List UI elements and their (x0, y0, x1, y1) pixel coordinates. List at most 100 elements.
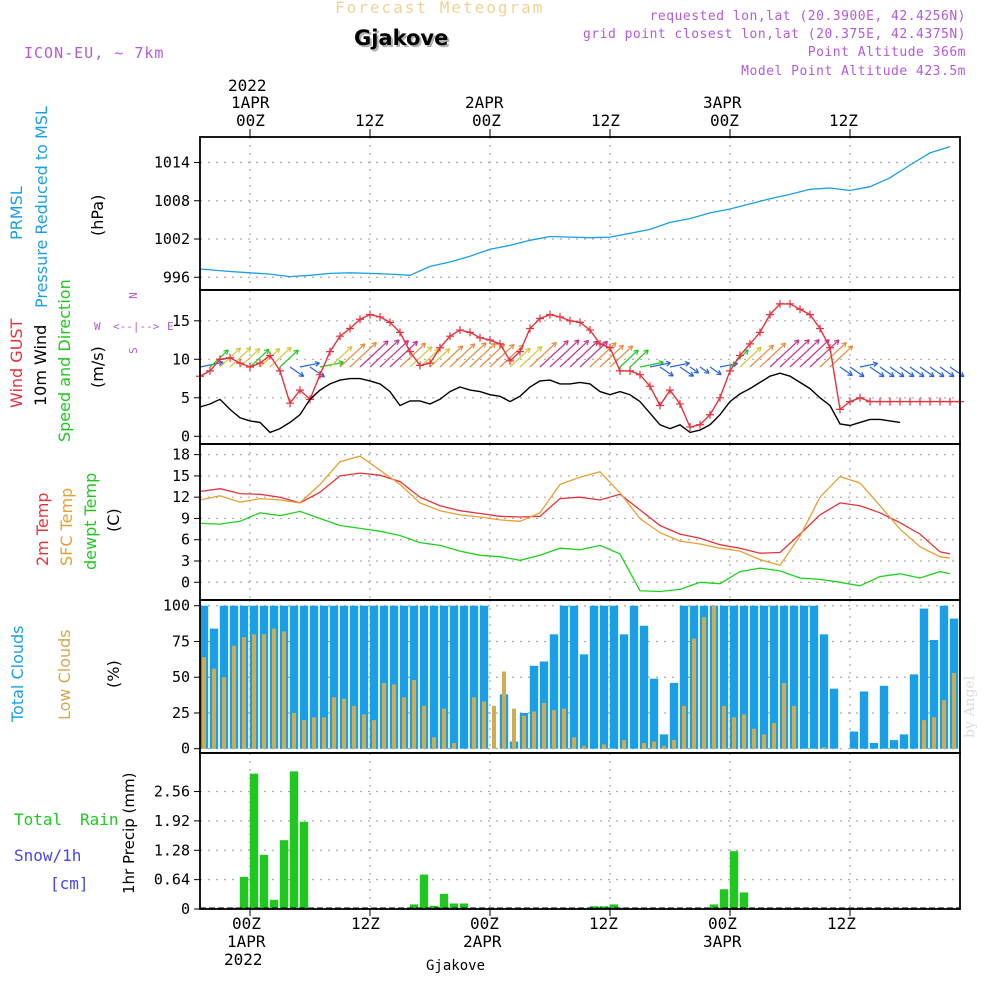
wind-arrow-head (704, 368, 710, 374)
low-cloud-bar (322, 717, 326, 749)
gust-point (626, 366, 634, 375)
wind-arrow-head (346, 345, 353, 352)
total-cloud-bar (399, 605, 409, 749)
total-cloud-bar (769, 605, 779, 749)
wind-direction-arrow (789, 339, 820, 368)
wind-direction-arrow (389, 340, 418, 368)
wind-arrow-head (716, 369, 722, 376)
wind-arrow-head (665, 360, 671, 367)
top-tick-0: 00Z (236, 111, 265, 130)
low-cloud-bar (762, 734, 766, 749)
total-cloud-bar (719, 605, 729, 749)
low-cloud-bar (522, 715, 526, 749)
rain-bar (589, 906, 599, 909)
compass-e: E (167, 320, 174, 333)
ytick-label: 9 (181, 509, 190, 527)
panel-frame (199, 443, 961, 601)
total-cloud-bar (929, 640, 939, 749)
low-cloud-bar (502, 671, 506, 749)
total-cloud-bar (749, 605, 759, 749)
wind-arrow-head (457, 345, 464, 351)
total-cloud-bar (829, 688, 839, 749)
total-cloud-bar (469, 605, 479, 749)
rain-bar (269, 899, 279, 909)
wind-arrow-head (627, 345, 634, 351)
wind-direction-arrow (669, 362, 690, 368)
total-cloud-bar (679, 605, 689, 749)
total-cloud-bar (819, 634, 829, 749)
gust-point (646, 382, 654, 391)
rain-bar (239, 876, 249, 909)
total-cloud-bar (589, 605, 599, 749)
gust-point (896, 397, 904, 406)
wind-direction-arrow (919, 366, 935, 378)
total-cloud-bar (349, 605, 359, 749)
bottom-location: Gjakove (426, 958, 486, 974)
ytick-label: 3 (181, 552, 190, 570)
wind-arrow-head (420, 342, 427, 349)
wind-arrow-head (245, 347, 252, 353)
ytick-label: 15 (172, 467, 190, 485)
wind-direction-arrow (879, 366, 895, 378)
low-cloud-bar (432, 737, 436, 749)
rain-bar (249, 773, 259, 909)
gust-point (856, 393, 864, 402)
gust-point (936, 397, 944, 406)
rain-bar (709, 904, 719, 909)
total-cloud-bar (669, 682, 679, 749)
total-cloud-bar (409, 605, 419, 749)
gust-point (556, 312, 564, 321)
low-cloud-bar (552, 710, 556, 749)
wind-arrow-head (235, 347, 242, 353)
low-cloud-bar (272, 628, 276, 749)
wind-arrow-head (314, 360, 320, 367)
low-cloud-bar (542, 702, 546, 749)
wind-direction-arrow (949, 366, 965, 378)
temp2m-series (199, 472, 951, 555)
wind-arrow-head (793, 339, 800, 345)
total-cloud-bar (849, 731, 859, 749)
wind-arrow-head (888, 371, 895, 378)
wind-direction-arrow (459, 342, 487, 368)
wind-direction-arrow (939, 366, 955, 378)
wind-direction-arrow (359, 340, 389, 368)
gust-point (546, 310, 554, 319)
precip-snow-label: Snow/1h (14, 846, 82, 865)
low-cloud-bar (412, 680, 416, 749)
top-date-3: 3APR (703, 93, 742, 112)
total-cloud-bar (659, 734, 669, 749)
low-cloud-bar (312, 717, 316, 749)
low-cloud-bar (572, 737, 576, 749)
precip-rain-label: Rain (80, 810, 119, 829)
wind-arrow-head (633, 349, 639, 355)
gust-point (456, 326, 464, 335)
low-cloud-bar (682, 705, 686, 749)
wind-arrow-head (668, 371, 674, 377)
total-cloud-bar (629, 605, 639, 749)
gust-point (866, 397, 874, 406)
wind-arrow-head (444, 348, 451, 354)
wind-arrow-head (509, 343, 515, 350)
bottom-tick-5: 12Z (827, 914, 856, 933)
wind-direction-arrow (689, 366, 699, 374)
wind-arrow-head (264, 348, 270, 355)
gust-point (886, 397, 894, 406)
gust-point (476, 333, 484, 342)
wind-direction-arrow (489, 344, 515, 368)
ytick-label: 25 (172, 704, 190, 722)
wind-arrow-head (878, 371, 885, 378)
total-cloud-bar (779, 605, 789, 749)
gust-point (226, 353, 234, 362)
gust-point (916, 397, 924, 406)
bottom-tick-2: 00Z (470, 914, 499, 933)
gust-point (586, 326, 594, 335)
low-cloud-bar (952, 672, 956, 749)
wind-direction-arrow (829, 345, 854, 368)
gust-point (756, 328, 764, 337)
page-title: Gjakove (354, 26, 449, 50)
gust-point (296, 386, 304, 395)
wind-direction-arrow (509, 347, 531, 368)
wind-direction-arrow (609, 345, 634, 368)
low-cloud-bar (382, 682, 386, 749)
